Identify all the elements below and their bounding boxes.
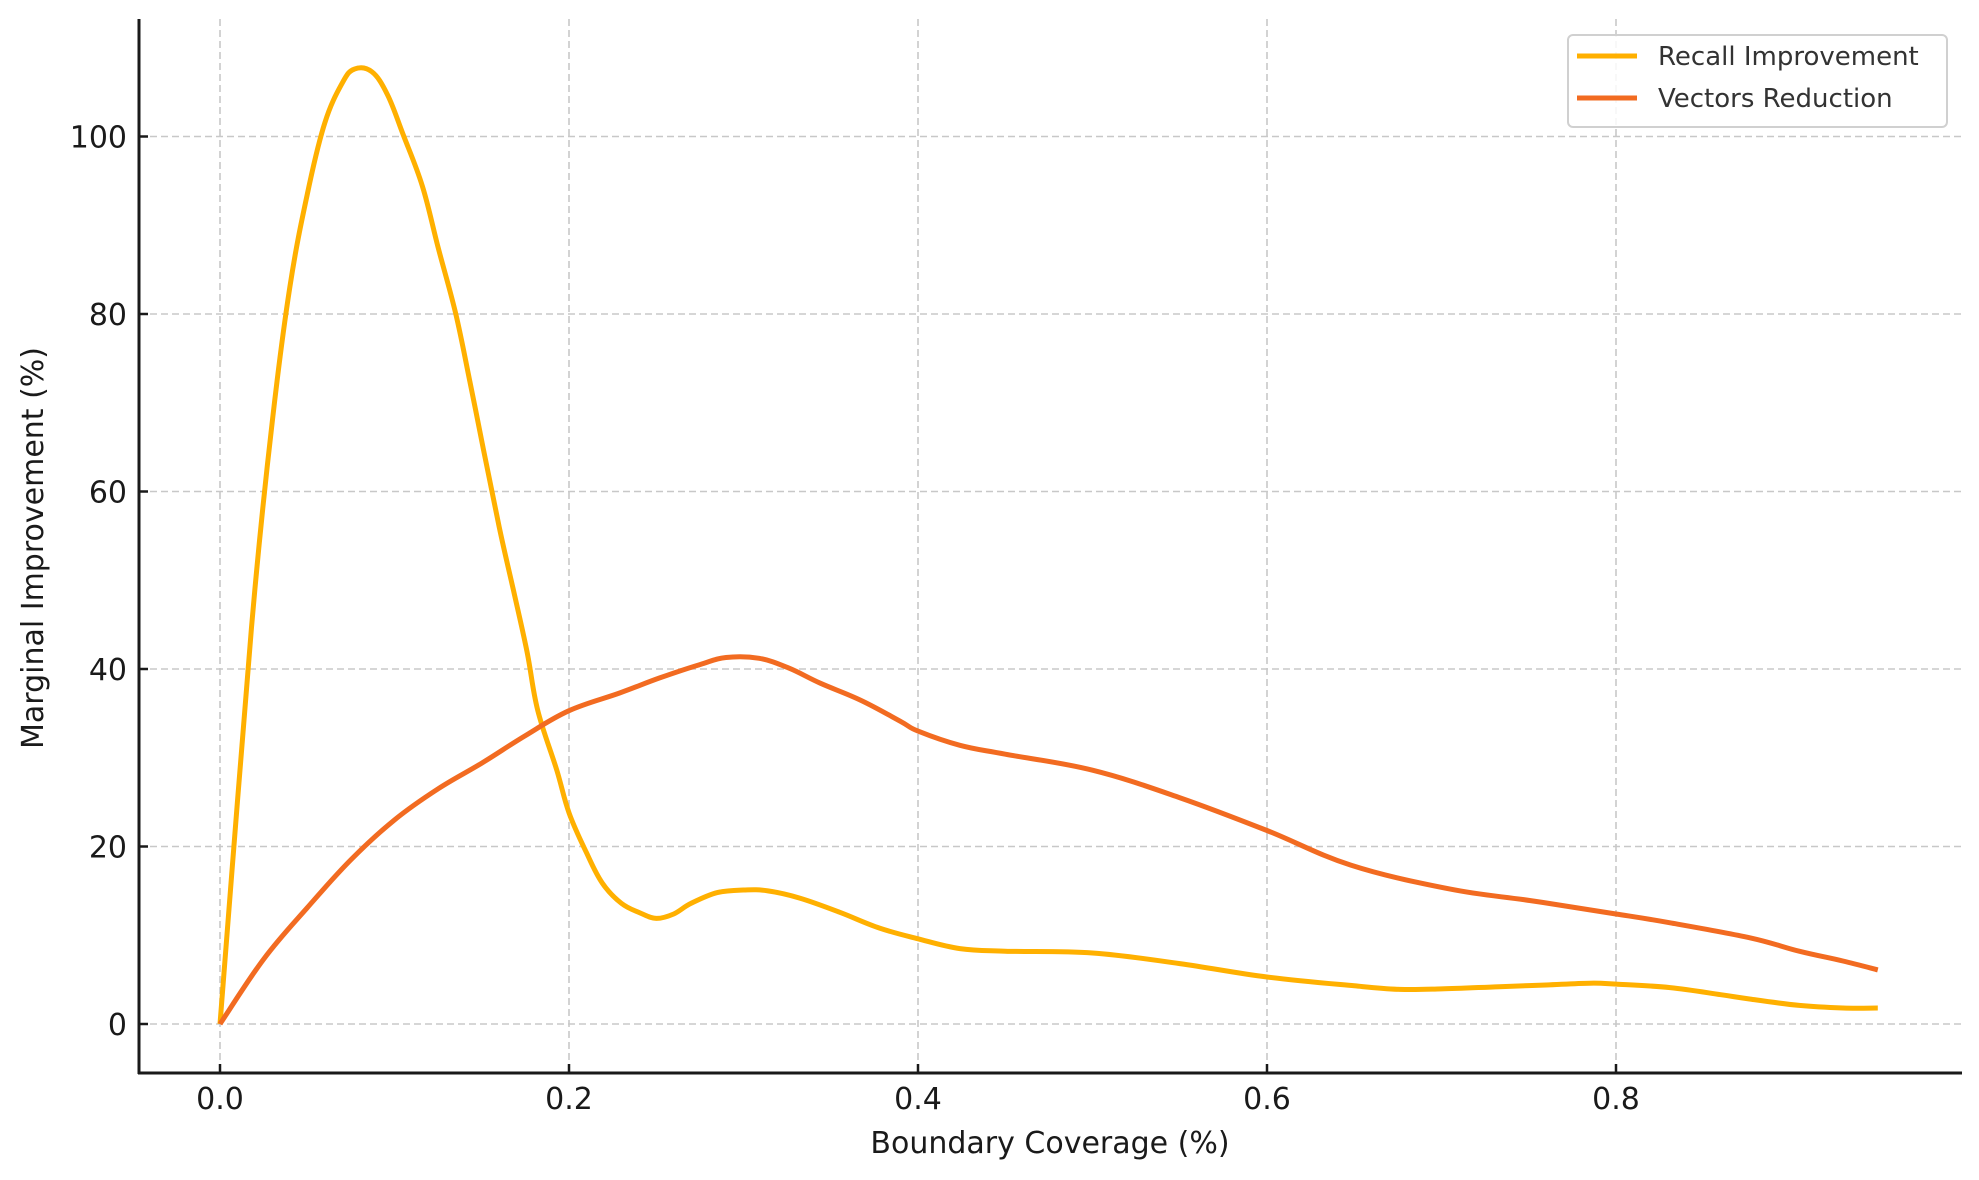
x-tick-label: 0.8 — [1592, 1082, 1640, 1117]
x-tick-label: 0.6 — [1243, 1082, 1291, 1117]
y-tick-label: 40 — [89, 653, 127, 688]
legend: Recall Improvement Vectors Reduction — [1567, 34, 1948, 128]
legend-label-vectors: Vectors Reduction — [1658, 84, 1893, 114]
legend-box — [1567, 34, 1948, 128]
y-tick-label: 0 — [108, 1008, 127, 1043]
y-tick-label: 20 — [89, 831, 127, 866]
grid-lines — [139, 19, 1962, 1073]
x-tick-label: 0.2 — [545, 1082, 593, 1117]
x-axis-ticks: 0.0 0.2 0.4 0.6 0.8 — [196, 1064, 1640, 1117]
recall-improvement-line — [217, 65, 1878, 1025]
plot-area — [217, 65, 1879, 1026]
y-tick-label: 100 — [70, 121, 127, 156]
x-tick-label: 0.0 — [196, 1082, 244, 1117]
x-tick-label: 0.4 — [894, 1082, 942, 1117]
vectors-reduction-line — [217, 654, 1879, 1026]
y-tick-label: 80 — [89, 298, 127, 333]
x-axis-title: Boundary Coverage (%) — [870, 1126, 1229, 1161]
y-axis-title: Marginal Improvement (%) — [16, 347, 51, 749]
legend-label-recall: Recall Improvement — [1658, 42, 1919, 72]
y-axis-ticks: 0 20 40 60 80 100 — [70, 121, 148, 1043]
y-tick-label: 60 — [89, 476, 127, 511]
